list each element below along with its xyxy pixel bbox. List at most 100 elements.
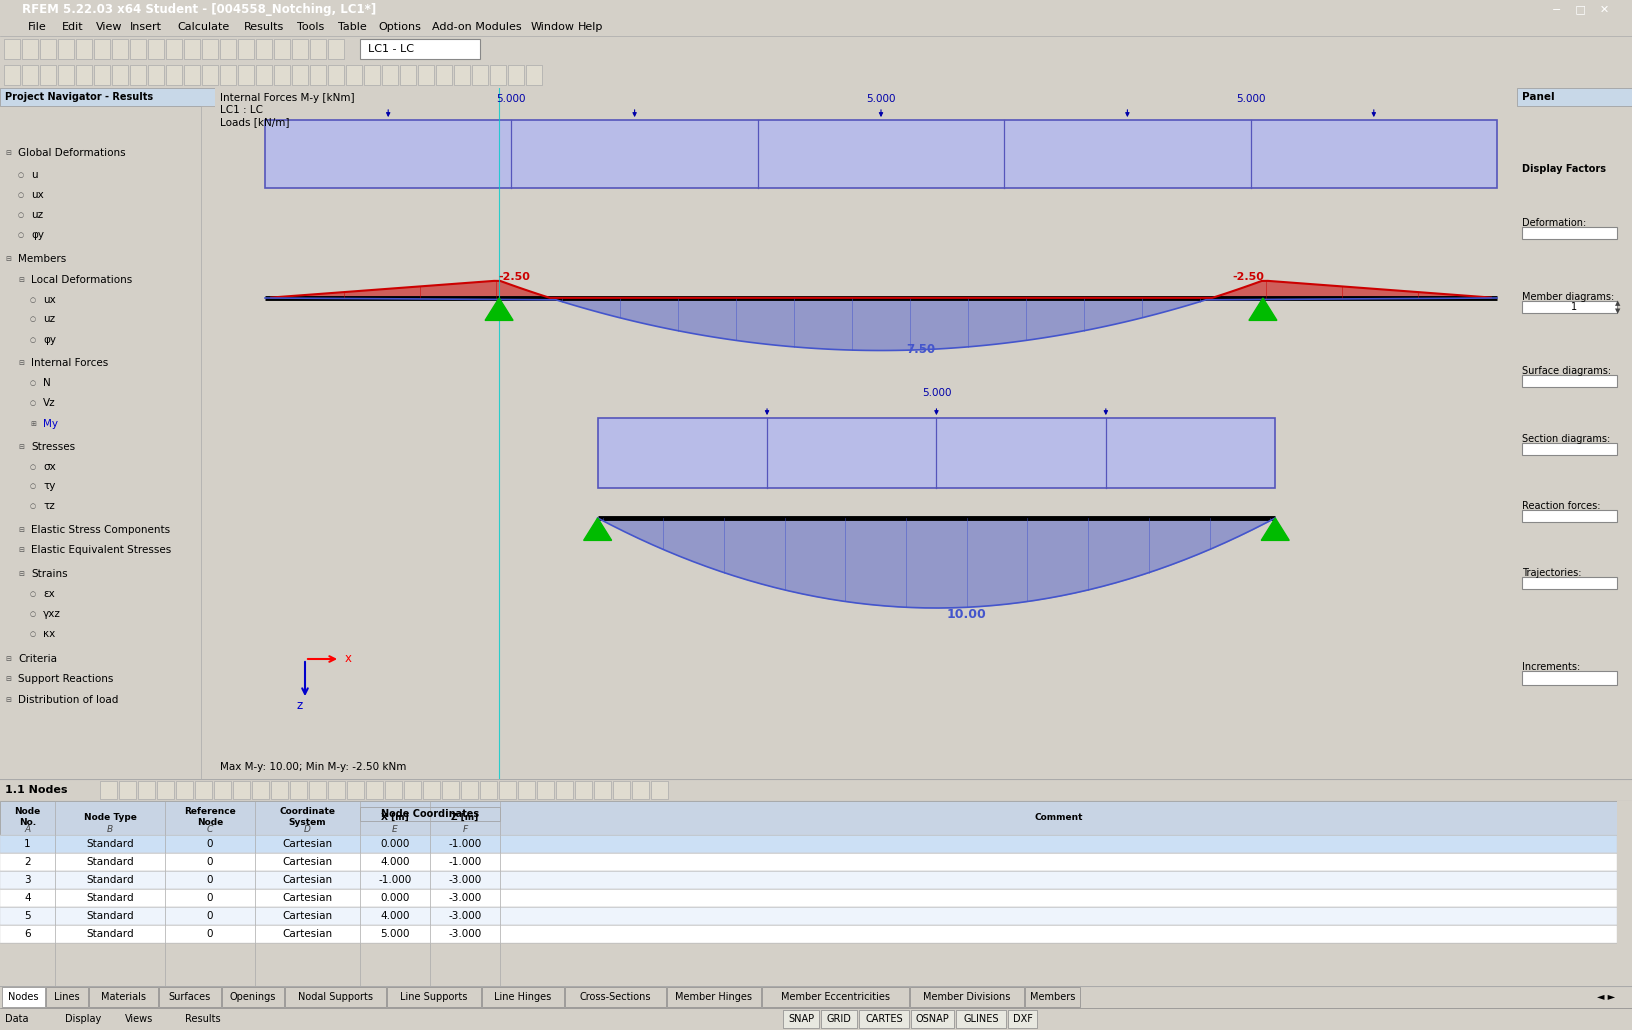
Bar bbox=[238, 39, 255, 59]
Text: Reaction forces:: Reaction forces: bbox=[1523, 501, 1601, 511]
Text: 3: 3 bbox=[24, 876, 31, 885]
Text: SNAP: SNAP bbox=[788, 1014, 814, 1024]
Text: Results: Results bbox=[184, 1014, 220, 1024]
Text: Edit: Edit bbox=[62, 22, 83, 32]
Text: ○: ○ bbox=[29, 337, 36, 343]
Text: Node Coordinates: Node Coordinates bbox=[380, 809, 480, 819]
Text: 0: 0 bbox=[207, 839, 214, 849]
Text: Local Deformations: Local Deformations bbox=[31, 275, 132, 284]
Text: ○: ○ bbox=[29, 483, 36, 489]
Bar bbox=[95, 65, 109, 85]
Bar bbox=[149, 39, 163, 59]
Text: ⊟: ⊟ bbox=[18, 444, 24, 449]
Bar bbox=[382, 65, 398, 85]
Text: Comment: Comment bbox=[1035, 813, 1082, 822]
Text: Line Supports: Line Supports bbox=[400, 992, 467, 1002]
Polygon shape bbox=[264, 121, 1497, 188]
Bar bbox=[184, 39, 201, 59]
Text: Nodal Supports: Nodal Supports bbox=[297, 992, 372, 1002]
Text: 6: 6 bbox=[24, 929, 31, 939]
Bar bbox=[517, 781, 535, 799]
Text: LC1 - LC: LC1 - LC bbox=[367, 44, 415, 54]
Text: ⊟: ⊟ bbox=[5, 696, 11, 702]
Bar bbox=[95, 39, 109, 59]
Text: ○: ○ bbox=[29, 297, 36, 303]
Text: Member Eccentricities: Member Eccentricities bbox=[780, 992, 889, 1002]
Bar bbox=[292, 39, 308, 59]
Bar bbox=[292, 65, 308, 85]
Text: Stresses: Stresses bbox=[31, 442, 75, 451]
Bar bbox=[860, 1010, 909, 1028]
Bar bbox=[1523, 228, 1617, 239]
Bar bbox=[0, 907, 1617, 925]
Bar bbox=[557, 781, 573, 799]
Bar bbox=[565, 987, 666, 1007]
Text: OSNAP: OSNAP bbox=[916, 1014, 950, 1024]
Text: Cartesian: Cartesian bbox=[282, 857, 333, 867]
Text: Deformation:: Deformation: bbox=[1523, 218, 1586, 228]
Text: -3.000: -3.000 bbox=[449, 893, 481, 903]
Text: ⊟: ⊟ bbox=[5, 677, 11, 683]
Bar bbox=[1523, 375, 1617, 387]
Text: Calculate: Calculate bbox=[176, 22, 228, 32]
Text: ○: ○ bbox=[29, 611, 36, 617]
Text: Tools: Tools bbox=[297, 22, 325, 32]
Bar bbox=[328, 65, 344, 85]
Bar bbox=[400, 65, 416, 85]
Bar bbox=[0, 853, 1617, 871]
Text: -3.000: -3.000 bbox=[449, 876, 481, 885]
Text: Cartesian: Cartesian bbox=[282, 876, 333, 885]
Bar bbox=[194, 781, 212, 799]
Text: -2.50: -2.50 bbox=[498, 272, 530, 282]
Bar bbox=[3, 65, 20, 85]
Bar bbox=[2, 987, 44, 1007]
Text: Trajectories:: Trajectories: bbox=[1523, 569, 1581, 578]
Text: Cartesian: Cartesian bbox=[282, 911, 333, 921]
Polygon shape bbox=[597, 418, 1275, 488]
Text: Standard: Standard bbox=[86, 857, 134, 867]
Bar bbox=[202, 39, 219, 59]
Text: Reference
Node: Reference Node bbox=[184, 808, 237, 827]
Text: Support Reactions: Support Reactions bbox=[18, 675, 113, 684]
Bar bbox=[21, 65, 38, 85]
Text: Standard: Standard bbox=[86, 876, 134, 885]
Text: X [m]: X [m] bbox=[382, 813, 410, 822]
Bar bbox=[119, 781, 135, 799]
Text: Standard: Standard bbox=[86, 839, 134, 849]
Text: ◄ ►: ◄ ► bbox=[1598, 992, 1616, 1002]
Text: 1: 1 bbox=[1572, 302, 1577, 312]
Text: RFEM 5.22.03 x64 Student - [004558_Notching, LC1*]: RFEM 5.22.03 x64 Student - [004558_Notch… bbox=[21, 2, 377, 15]
Bar bbox=[310, 39, 326, 59]
Bar bbox=[1523, 443, 1617, 454]
Text: ○: ○ bbox=[18, 232, 24, 238]
Text: -1.000: -1.000 bbox=[379, 876, 411, 885]
Text: Elastic Stress Components: Elastic Stress Components bbox=[31, 525, 170, 535]
Bar bbox=[274, 39, 290, 59]
Bar bbox=[472, 65, 488, 85]
Text: Loads [kN/m]: Loads [kN/m] bbox=[220, 117, 289, 127]
Bar bbox=[0, 871, 1617, 889]
Bar bbox=[436, 65, 452, 85]
Bar bbox=[454, 65, 470, 85]
Bar bbox=[41, 39, 55, 59]
Bar bbox=[166, 65, 183, 85]
Text: Section diagrams:: Section diagrams: bbox=[1523, 434, 1611, 444]
Text: 2: 2 bbox=[24, 857, 31, 867]
Bar bbox=[308, 781, 326, 799]
Text: ○: ○ bbox=[18, 212, 24, 218]
Polygon shape bbox=[485, 298, 512, 320]
Text: Openings: Openings bbox=[230, 992, 276, 1002]
Text: Node
No.: Node No. bbox=[15, 808, 41, 827]
Bar bbox=[423, 781, 441, 799]
Bar bbox=[1523, 672, 1617, 685]
Text: DXF: DXF bbox=[1013, 1014, 1033, 1024]
Bar bbox=[77, 65, 91, 85]
Text: ⊟: ⊟ bbox=[5, 656, 11, 662]
Text: 0: 0 bbox=[207, 893, 214, 903]
Text: B: B bbox=[108, 824, 113, 833]
Text: ○: ○ bbox=[18, 192, 24, 198]
Text: Insert: Insert bbox=[131, 22, 162, 32]
Bar bbox=[184, 65, 201, 85]
Text: C: C bbox=[207, 824, 214, 833]
Text: ux: ux bbox=[42, 295, 55, 305]
